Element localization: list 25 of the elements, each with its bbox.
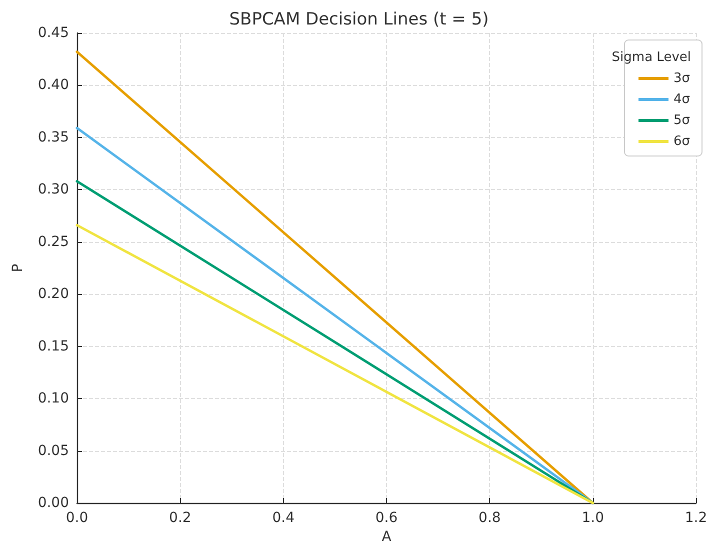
y-axis-title: P [10, 264, 26, 272]
x-tick-label: 1.2 [684, 510, 708, 526]
y-tick-label: 0.30 [38, 182, 69, 198]
y-tick-label: 0.40 [38, 77, 69, 94]
y-tick-label: 0.20 [38, 286, 69, 302]
x-tick-label: 0.4 [272, 510, 295, 526]
y-tick-label: 0.15 [38, 338, 69, 354]
legend-title: Sigma Level [612, 50, 692, 65]
x-tick-label: 0.2 [169, 510, 192, 526]
chart-title: SBPCAM Decision Lines (t = 5) [229, 10, 489, 30]
legend-label: 3σ [673, 71, 690, 86]
x-tick-label: 0.6 [375, 510, 398, 526]
y-tick-label: 0.45 [38, 25, 69, 41]
x-tick-label: 0.8 [478, 510, 501, 526]
y-tick-label: 0.00 [38, 495, 69, 511]
x-tick-label: 1.0 [582, 510, 604, 526]
legend-label: 5σ [673, 113, 690, 128]
y-tick-label: 0.35 [38, 129, 69, 146]
y-tick-label: 0.05 [38, 442, 69, 459]
legend-label: 6σ [673, 134, 690, 149]
x-axis-title: A [382, 528, 392, 545]
y-tick-label: 0.10 [38, 390, 69, 407]
y-tick-label: 0.25 [38, 234, 69, 250]
legend-label: 4σ [673, 92, 690, 107]
x-tick-label: 0.0 [66, 510, 88, 526]
